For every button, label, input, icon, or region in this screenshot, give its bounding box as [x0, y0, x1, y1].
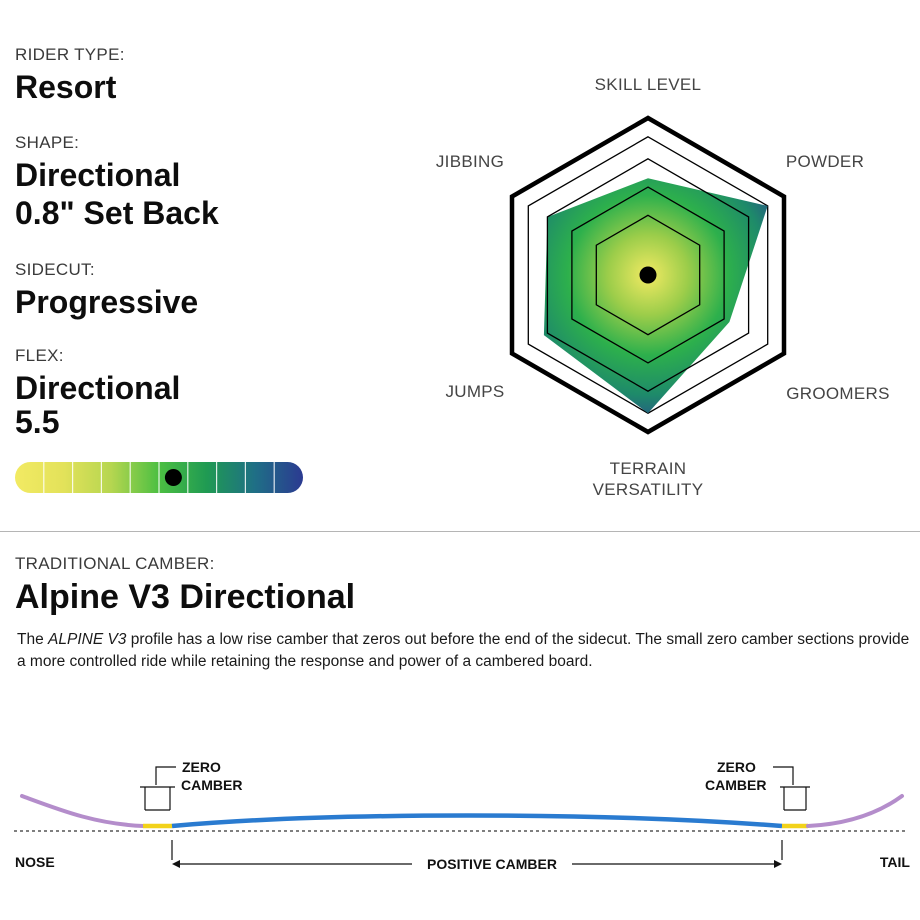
positive-camber-label: POSITIVE CAMBER: [427, 856, 557, 872]
zero-camber-right-line2: CAMBER: [705, 777, 766, 793]
flex-label: FLEX:: [15, 346, 64, 365]
flex-value-line1: Directional: [15, 370, 181, 406]
flex-indicator-dot: [164, 469, 182, 486]
shape-label: SHAPE:: [15, 133, 80, 152]
camber-description: The ALPINE V3 profile has a low rise cam…: [17, 629, 912, 673]
positive-camber-arrow-right: [774, 860, 782, 868]
radar-axis-label: JIBBING: [436, 152, 504, 171]
positive-camber-arrow-left: [172, 860, 180, 868]
camber-desc-after: profile has a low rise camber that zeros…: [17, 631, 910, 670]
zero-camber-left-line1: ZERO: [182, 759, 221, 775]
shape-value-line2: 0.8" Set Back: [15, 195, 219, 231]
radar-axis-label: VERSATILITY: [593, 480, 704, 499]
zero-camber-left-callout: [140, 766, 176, 811]
nose-rocker-segment: [20, 794, 145, 828]
tail-rocker-segment: [806, 794, 904, 828]
radar-axis-label: GROOMERS: [786, 384, 889, 403]
radar-axis-label: SKILL LEVEL: [595, 75, 702, 94]
camber-desc-before: The: [17, 631, 49, 648]
tail-label: TAIL: [880, 854, 911, 870]
rider-type-value: Resort: [15, 69, 117, 105]
positive-camber-dimension: [171, 840, 783, 865]
ride-characteristics-radar: SKILL LEVEL POWDER GROOMERS TERRAIN VERSATIL…: [436, 75, 890, 499]
radar-center-dot: [639, 266, 657, 284]
radar-value-area: [543, 178, 768, 414]
camber-title: Alpine V3 Directional: [15, 578, 356, 616]
flex-value-line2: 5.5: [15, 404, 60, 440]
radar-axis-label: TERRAIN: [610, 459, 687, 478]
sidecut-label: SIDECUT:: [15, 260, 95, 279]
camber-profile-diagram: ZERO CAMBER ZERO CAMBER POSITIVE CAMBER …: [14, 759, 911, 872]
zero-camber-right-line1: ZERO: [717, 759, 756, 775]
rider-type-label: RIDER TYPE:: [15, 45, 125, 64]
zero-camber-left-line2: CAMBER: [181, 777, 242, 793]
shape-value-line1: Directional: [15, 157, 181, 193]
sidecut-value: Progressive: [15, 284, 199, 320]
section-divider: [0, 531, 920, 532]
camber-desc-italic: ALPINE V3: [48, 631, 127, 648]
radar-grid-ring: [571, 186, 725, 364]
nose-label: NOSE: [15, 854, 55, 870]
positive-camber-segment: [171, 813, 783, 829]
zero-camber-right-callout: [773, 766, 810, 811]
camber-type-label: TRADITIONAL CAMBER:: [15, 554, 215, 573]
radar-grid-ring: [595, 214, 701, 336]
radar-axis-label: POWDER: [786, 152, 864, 171]
radar-axis-label: JUMPS: [445, 382, 504, 401]
radar-grid-ring: [546, 158, 750, 392]
flex-scale-bar: [15, 462, 303, 493]
